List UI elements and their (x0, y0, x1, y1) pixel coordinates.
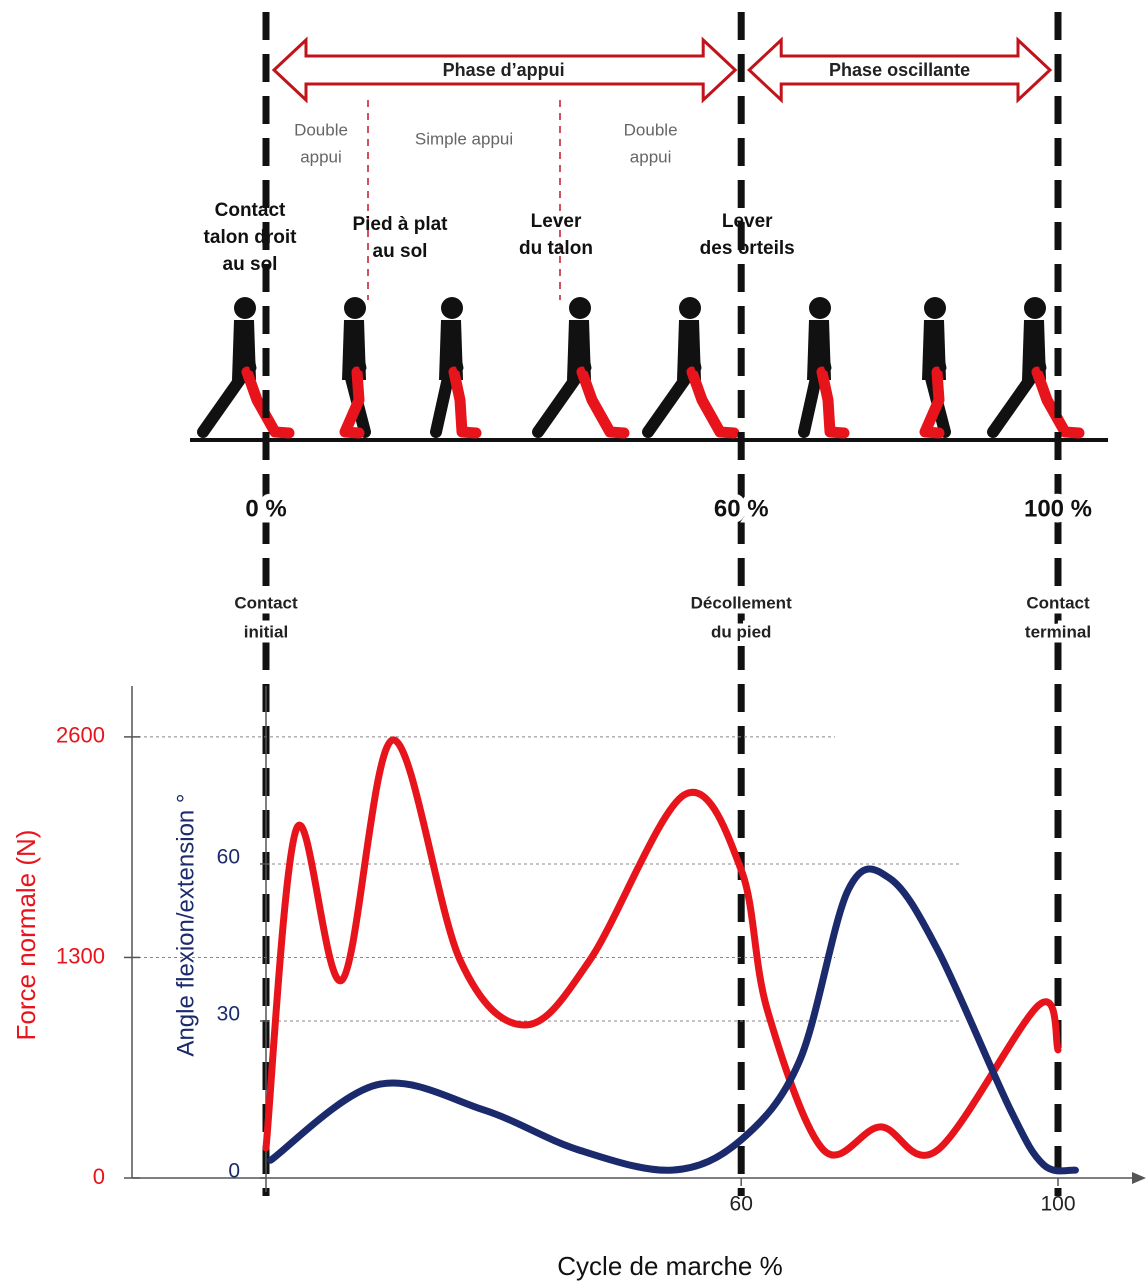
y-tick-label: 2600 (56, 723, 105, 748)
event-label: du talon (519, 238, 593, 259)
event-label: des orteils (700, 238, 795, 259)
walker-leg-red (448, 366, 482, 439)
walker-arm (448, 326, 464, 372)
walker-icon (430, 297, 482, 439)
percent-label: 0 % (245, 495, 286, 522)
walker-head (924, 297, 946, 319)
x-tick-label: 100 (1040, 1193, 1075, 1216)
walker-leg (197, 372, 247, 438)
event-label: Lever (722, 211, 773, 232)
walker-icon (642, 297, 740, 439)
event-label: Contact (215, 200, 286, 221)
walker-leg (798, 372, 822, 438)
milestone-label: Décollement (691, 593, 792, 612)
phase-arrow (271, 36, 738, 104)
walker-head (344, 297, 366, 319)
sub-phase-label: appui (630, 147, 672, 166)
series-line (267, 865, 1079, 1175)
walker-leg (532, 372, 582, 438)
walker-icon (919, 297, 951, 439)
milestone-label: terminal (1025, 622, 1091, 641)
walker-arm (351, 326, 367, 372)
walker-icon (532, 297, 630, 439)
y-axis-title: Force normale (N) (11, 830, 41, 1041)
walker-leg-red (919, 366, 945, 439)
y-tick-label: 1300 (56, 943, 105, 968)
walker-head (809, 297, 831, 319)
series-line (262, 736, 1062, 1159)
sub-phase-label: appui (300, 147, 342, 166)
milestone-label: du pied (711, 622, 771, 641)
walker-arm (686, 326, 702, 372)
walker-arm (1031, 326, 1047, 372)
x-axis-arrow (1132, 1172, 1146, 1184)
phase-arrow (747, 36, 1053, 104)
x-axis-title: Cycle de marche % (557, 1251, 782, 1281)
walker-head (679, 297, 701, 319)
walker-leg-red (686, 366, 740, 439)
event-label: Pied à plat (352, 214, 448, 235)
percent-label: 100 % (1024, 495, 1092, 522)
event-label: talon droit (204, 227, 298, 248)
walker-head (569, 297, 591, 319)
sub-phase-label: Double (624, 120, 678, 139)
milestone-label: Contact (1026, 593, 1090, 612)
walker-leg-red (339, 366, 365, 439)
percent-label: 60 % (714, 495, 769, 522)
walker-leg-red (816, 366, 850, 439)
walker-arm (931, 326, 947, 372)
event-label: au sol (373, 241, 428, 262)
walker-icon (798, 297, 850, 439)
sub-phase-label: Double (294, 120, 348, 139)
y2-tick-label: 60 (217, 846, 240, 869)
walker-arm (816, 326, 832, 372)
walker-arm (576, 326, 592, 372)
sub-phase-label: Simple appui (415, 129, 513, 148)
walker-head (234, 297, 256, 319)
walker-head (441, 297, 463, 319)
y2-tick-label: 30 (217, 1003, 240, 1026)
y-tick-label: 0 (93, 1164, 105, 1189)
y2-tick-label: 0 (228, 1160, 240, 1183)
milestone-label: Contact (234, 593, 298, 612)
walker-leg-red (576, 366, 630, 439)
event-label: Lever (531, 211, 582, 232)
phase-label: Phase oscillante (829, 60, 970, 80)
walker-leg (987, 372, 1037, 438)
walker-arm (241, 326, 257, 372)
walker-head (1024, 297, 1046, 319)
walker-leg (430, 372, 454, 438)
walker-leg (642, 372, 692, 438)
x-tick-label: 60 (730, 1193, 753, 1216)
milestone-label: initial (244, 622, 288, 641)
walker-icon (339, 297, 371, 439)
y2-axis-title: Angle flexion/extension ° (172, 793, 199, 1056)
phase-label: Phase d’appui (443, 60, 565, 80)
